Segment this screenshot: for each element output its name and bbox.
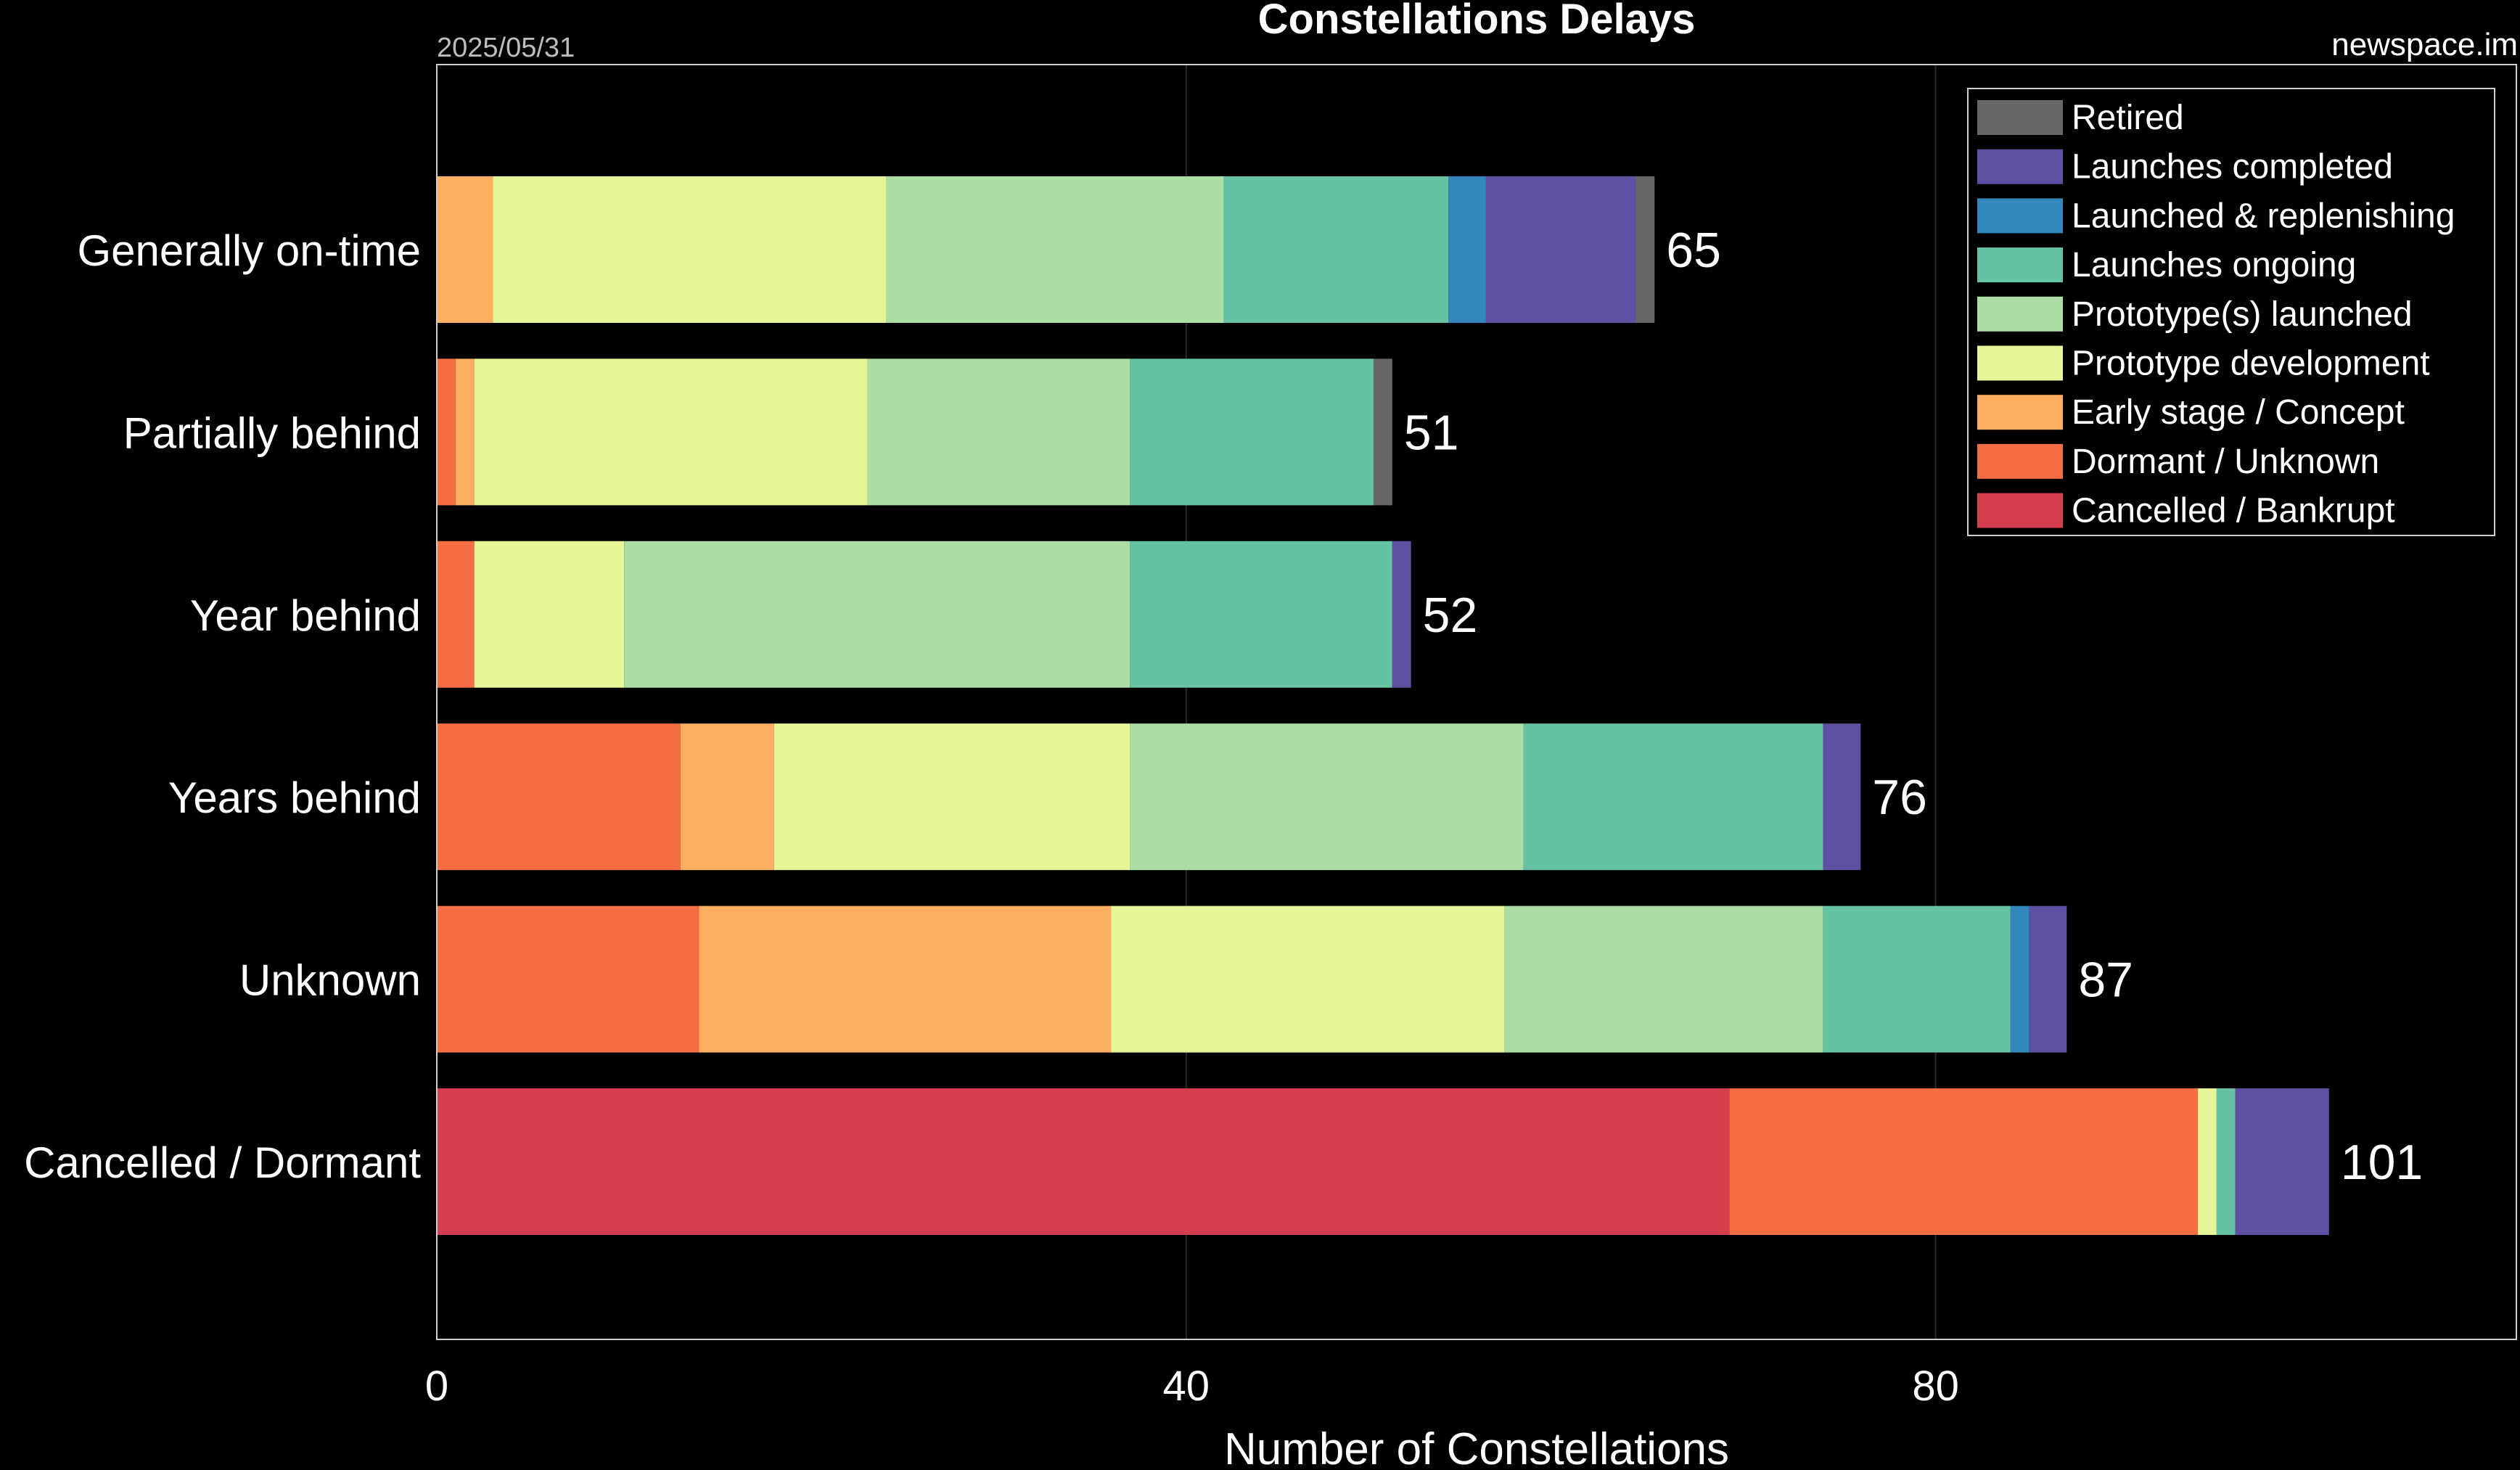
bar-segment-prototype-s-launched — [886, 176, 1224, 323]
bar-segment-prototype-development — [773, 723, 1130, 871]
legend-label: Launches completed — [2072, 148, 2393, 186]
category-labels: Generally on-time Partially behind Year be… — [24, 226, 421, 1187]
plot-frame — [436, 64, 2517, 1340]
bar-segment-launches-completed — [1823, 723, 1861, 871]
category-label: Cancelled / Dormant — [24, 1138, 421, 1187]
bar-segment-dormant-unknown — [437, 541, 475, 688]
bars — [437, 176, 2329, 1235]
x-tick-label: 40 — [1163, 1363, 1210, 1410]
bar-segment-early-stage-concept — [437, 176, 493, 323]
legend-label: Early stage / Concept — [2072, 393, 2405, 432]
bar-segment-prototype-development — [1111, 906, 1505, 1053]
category-label: Partially behind — [123, 408, 421, 457]
bar-total-label: 87 — [2078, 953, 2133, 1008]
chart-title: Constellations Delays — [1258, 0, 1696, 43]
bar-segment-dormant-unknown — [1729, 1088, 2199, 1235]
x-axis-label: Number of Constellations — [1224, 1424, 1729, 1470]
bar-segment-prototype-s-launched — [1130, 723, 1524, 871]
bar-segment-prototype-s-launched — [1504, 906, 1823, 1053]
legend-swatch — [1977, 247, 2063, 283]
bar-segment-prototype-development — [2198, 1088, 2217, 1235]
bar-segment-early-stage-concept — [680, 723, 774, 871]
category-label: Generally on-time — [77, 226, 421, 275]
legend-swatch — [1977, 198, 2063, 234]
bar-segment-prototype-development — [474, 541, 625, 688]
total-labels: 65 51 52 76 87 101 — [1404, 223, 2423, 1190]
legend-swatch — [1977, 100, 2063, 135]
legend-label: Cancelled / Bankrupt — [2072, 492, 2395, 530]
bar-segment-prototype-s-launched — [624, 541, 1130, 688]
bar-segment-prototype-development — [474, 358, 868, 506]
bar-segment-dormant-unknown — [437, 906, 699, 1053]
bar-segment-early-stage-concept — [699, 906, 1112, 1053]
bar-total-label: 76 — [1872, 770, 1927, 825]
bar-segment-cancelled-bankrupt — [437, 1088, 1730, 1235]
bar-segment-launched-replenishing — [1448, 176, 1486, 323]
bar-segment-retired — [1635, 176, 1655, 323]
legend-swatch — [1977, 149, 2063, 184]
legend-swatch — [1977, 296, 2063, 332]
bar-segment-dormant-unknown — [437, 723, 681, 871]
bar-segment-launches-ongoing — [1130, 358, 1374, 506]
bar-segment-launched-replenishing — [2010, 906, 2029, 1053]
bar-segment-launches-ongoing — [1130, 541, 1392, 688]
category-label: Years behind — [168, 773, 421, 822]
legend-swatch — [1977, 493, 2063, 528]
bar-segment-launches-ongoing — [1523, 723, 1823, 871]
legend-swatch — [1977, 395, 2063, 430]
legend-swatch — [1977, 443, 2063, 479]
x-tick-label: 80 — [1912, 1363, 1959, 1410]
legend-label: Launched & replenishing — [2072, 197, 2455, 235]
bar-segment-retired — [1373, 358, 1392, 506]
date-label: 2025/05/31 — [437, 33, 575, 63]
bar-segment-launches-completed — [2235, 1088, 2329, 1235]
bar-total-label: 51 — [1404, 405, 1459, 460]
legend-label: Dormant / Unknown — [2072, 443, 2379, 481]
bar-total-label: 52 — [1423, 588, 1478, 643]
bar-segment-prototype-s-launched — [867, 358, 1130, 506]
bar-segment-launches-completed — [1392, 541, 1411, 688]
bar-total-label: 65 — [1666, 223, 1721, 278]
legend-label: Retired — [2072, 99, 2184, 137]
legend-label: Prototype development — [2072, 345, 2430, 383]
bar-segment-launches-ongoing — [1223, 176, 1449, 323]
bar-segment-launches-completed — [2029, 906, 2067, 1053]
bar-segment-early-stage-concept — [455, 358, 475, 506]
bar-segment-launches-ongoing — [1823, 906, 2011, 1053]
bar-segment-dormant-unknown — [437, 358, 456, 506]
bar-segment-launches-completed — [1485, 176, 1636, 323]
legend-swatch — [1977, 345, 2063, 381]
legend: Retired Launches completed Launched & repl… — [1967, 88, 2495, 536]
legend-label: Prototype(s) launched — [2072, 295, 2413, 334]
x-tick-label: 0 — [425, 1363, 448, 1410]
x-tick-labels: 0 40 80 — [425, 1363, 1959, 1410]
source-label: newspace.im — [2331, 27, 2518, 62]
legend-label: Launches ongoing — [2072, 246, 2356, 284]
bar-segment-prototype-development — [493, 176, 887, 323]
category-label: Year behind — [190, 591, 421, 640]
bar-segment-launches-ongoing — [2216, 1088, 2236, 1235]
bar-total-label: 101 — [2341, 1135, 2423, 1190]
category-label: Unknown — [239, 956, 421, 1005]
